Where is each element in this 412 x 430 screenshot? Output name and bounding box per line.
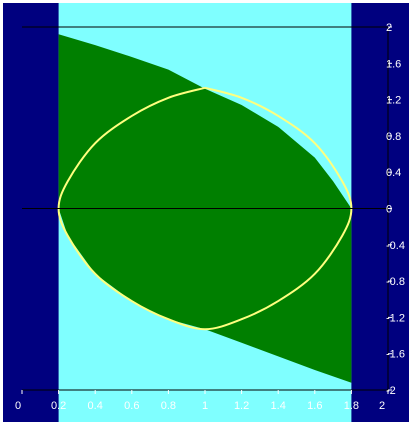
x-tick-label: 1 (202, 400, 208, 412)
x-tick-label: 0 (15, 400, 21, 412)
y-tick-label: -1.6 (386, 349, 405, 361)
y-tick-label: 0 (386, 204, 392, 216)
y-tick-label: -2 (386, 385, 396, 397)
x-axis-ticks: 0 0.2 0.4 0.6 0.8 1 1.2 1.4 1.6 1.8 2 (15, 390, 389, 412)
x-tick-label: 0.2 (51, 400, 66, 412)
y-tick-label: 0.8 (386, 131, 401, 143)
closed-curve (57, 86, 353, 331)
x-tick-label: 1.6 (307, 400, 322, 412)
x-tick-label: 0.6 (124, 400, 139, 412)
x-tick-label: 0.4 (88, 400, 103, 412)
y-tick-label: -0.4 (386, 240, 405, 252)
y-axis-ticks: 2 1.6 1.2 0.8 0.4 0 -0.4 -0.8 -1.2 -1.6 -2 (386, 22, 405, 397)
y-tick-label: -0.8 (386, 276, 405, 288)
y-tick-label: 1.6 (386, 58, 401, 70)
y-tick-label: 1.2 (386, 95, 401, 107)
y-tick-label: -1.2 (386, 312, 405, 324)
x-tick-label: 1.2 (234, 400, 249, 412)
x-tick-label: 1.8 (344, 400, 359, 412)
x-tick-label: 0.8 (161, 400, 176, 412)
x-tick-label: 2 (379, 400, 385, 412)
reference-lines (22, 26, 388, 209)
y-tick-label: 2 (386, 22, 392, 34)
x-tick-label: 1.4 (271, 400, 286, 412)
y-tick-label: 0.4 (386, 167, 401, 179)
